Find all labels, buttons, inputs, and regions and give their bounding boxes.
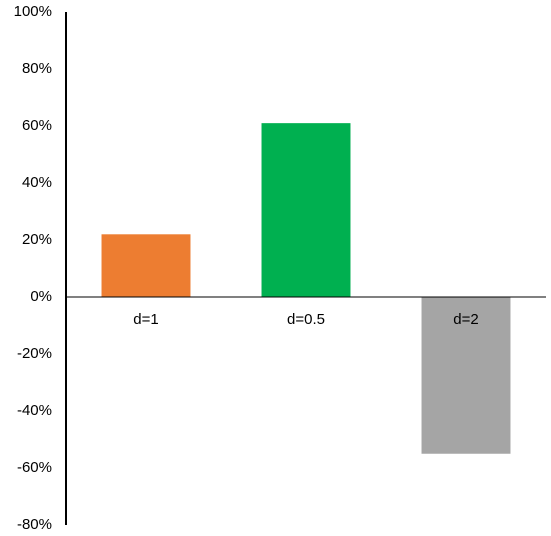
y-tick-label: 20% [22, 231, 52, 248]
bar [101, 234, 191, 297]
y-tick-label: -80% [17, 516, 52, 533]
x-tick-label: d=1 [133, 311, 158, 328]
y-tick-label: 100% [14, 3, 52, 20]
x-tick-label: d=2 [453, 311, 478, 328]
x-tick-label: d=0.5 [287, 311, 325, 328]
y-tick-label: -40% [17, 402, 52, 419]
y-tick-label: 60% [22, 117, 52, 134]
y-tick-label: -60% [17, 459, 52, 476]
y-tick-label: -20% [17, 345, 52, 362]
y-tick-label: 80% [22, 60, 52, 77]
bar [261, 123, 351, 298]
bar [421, 297, 511, 454]
y-tick-label: 40% [22, 174, 52, 191]
y-tick-label: 0% [30, 288, 52, 305]
